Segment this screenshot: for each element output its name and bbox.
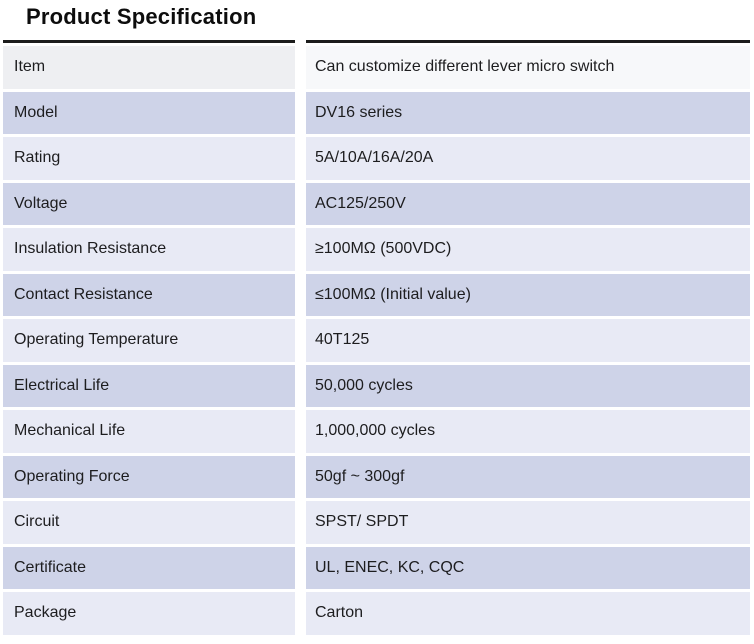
spec-row-value: AC125/250V — [306, 182, 750, 225]
spec-row-value: Can customize different lever micro swit… — [306, 46, 750, 89]
spec-row-label: Insulation Resistance — [3, 228, 295, 271]
spec-row-value: 5A/10A/16A/20A — [306, 137, 750, 180]
spec-row-value: 50gf ~ 300gf — [306, 455, 750, 498]
page-title: Product Specification — [26, 4, 257, 29]
spec-row-label: Mechanical Life — [3, 410, 295, 453]
spec-row-label: Electrical Life — [3, 364, 295, 407]
spec-row-label: Package — [3, 592, 295, 635]
spec-row-value: 40T125 — [306, 319, 750, 362]
spec-row-label: Operating Force — [3, 455, 295, 498]
spec-row-value: 1,000,000 cycles — [306, 410, 750, 453]
spec-row-label: Model — [3, 91, 295, 134]
spec-row-label: Rating — [3, 137, 295, 180]
spec-row-value: 50,000 cycles — [306, 364, 750, 407]
spec-row-value: Carton — [306, 592, 750, 635]
spec-row-value: ≥100MΩ (500VDC) — [306, 228, 750, 271]
spec-row-value: UL, ENEC, KC, CQC — [306, 546, 750, 589]
spec-row-value: ≤100MΩ (Initial value) — [306, 273, 750, 316]
spec-row-value: DV16 series — [306, 91, 750, 134]
spec-row-label: Voltage — [3, 182, 295, 225]
table-top-rule-right — [306, 40, 750, 43]
spec-row-value: SPST/ SPDT — [306, 501, 750, 544]
spec-row-label: Operating Temperature — [3, 319, 295, 362]
spec-table: Item Can customize different lever micro… — [3, 40, 750, 635]
spec-row-label: Certificate — [3, 546, 295, 589]
spec-row-label: Item — [3, 46, 295, 89]
spec-row-label: Contact Resistance — [3, 273, 295, 316]
spec-row-label: Circuit — [3, 501, 295, 544]
table-top-rule-left — [3, 40, 295, 43]
